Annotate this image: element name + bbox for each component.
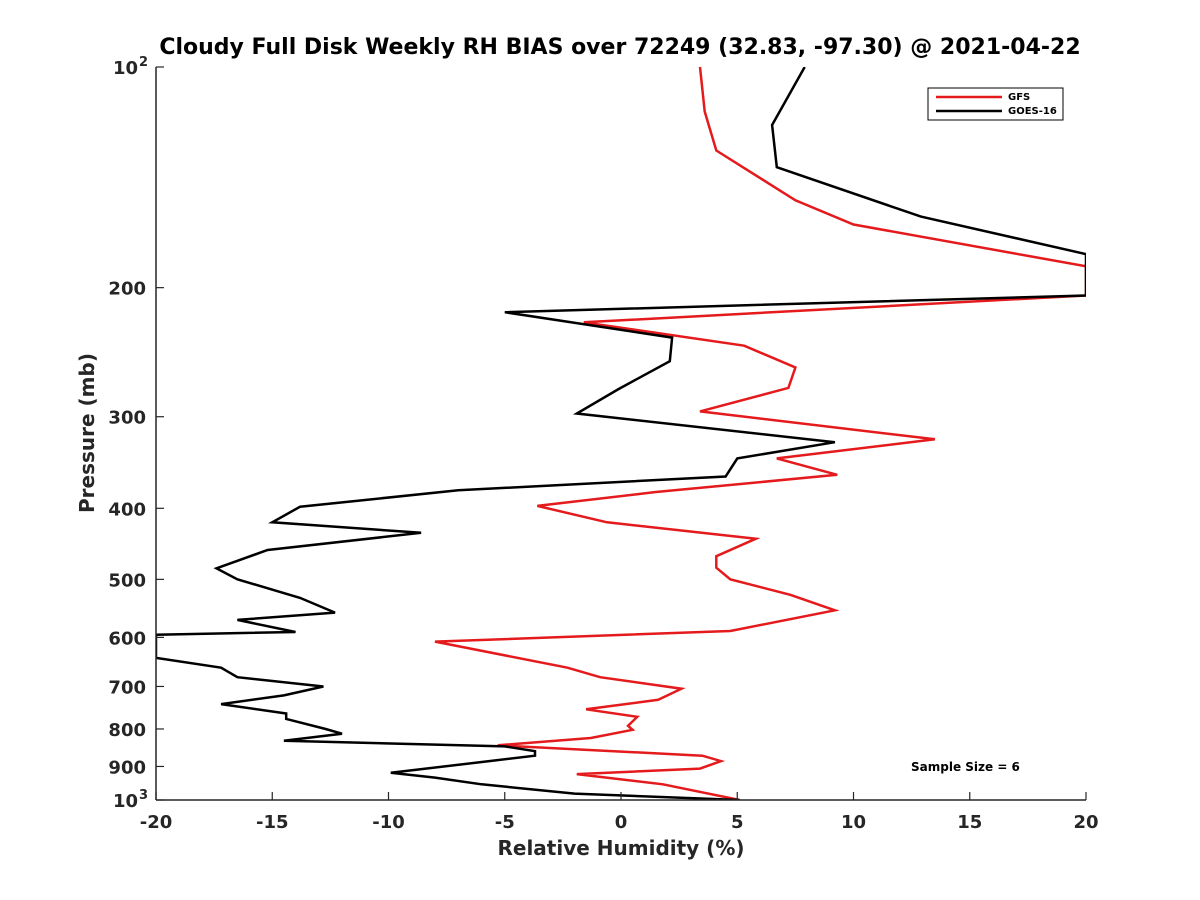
series-line-gfs — [434, 67, 1086, 800]
chart-title: Cloudy Full Disk Weekly RH BIAS over 722… — [159, 35, 1080, 60]
sample-size-annotation: Sample Size = 6 — [911, 760, 1020, 774]
plot-area: -20 -15 -10 -5 0 5 10 15 20 10 220030040050060070… — [108, 55, 1098, 833]
y-tick-label: 900 — [108, 757, 146, 778]
x-ticks: -20 -15 -10 -5 0 5 10 15 20 — [140, 792, 1099, 833]
x-tick-label: -20 — [140, 812, 173, 833]
y-tick-label: 400 — [108, 499, 146, 520]
x-tick-label: -5 — [495, 812, 515, 833]
y-tick-label: 10 — [113, 58, 138, 79]
y-tick-label: 500 — [108, 570, 146, 591]
legend: GFS GOES-16 — [927, 87, 1064, 121]
y-tick-label: 800 — [108, 720, 146, 741]
plot-frame — [156, 67, 1086, 800]
y-axis-label: Pressure (mb) — [75, 353, 99, 513]
y-tick-label: 200 — [108, 279, 146, 300]
x-tick-label: 20 — [1073, 812, 1098, 833]
x-tick-label: -15 — [256, 812, 289, 833]
x-tick-label: 10 — [841, 812, 866, 833]
y-tick-label: 10 — [113, 791, 138, 812]
y-tick-label: 300 — [108, 408, 146, 429]
legend-label-gfs: GFS — [1008, 92, 1030, 103]
x-tick-label: 0 — [615, 812, 628, 833]
y-tick-exponent: 3 — [139, 788, 148, 803]
y-tick-exponent: 2 — [139, 55, 148, 70]
x-tick-label: -10 — [372, 812, 405, 833]
x-tick-label: 15 — [957, 812, 982, 833]
series-line-goes16 — [156, 67, 1086, 800]
series-layer — [156, 67, 1086, 800]
legend-label-goes16: GOES-16 — [1008, 106, 1057, 117]
legend-box — [927, 87, 1064, 121]
x-tick-label: 5 — [731, 812, 744, 833]
y-tick-label: 600 — [108, 628, 146, 649]
x-axis-label: Relative Humidity (%) — [497, 836, 744, 860]
y-tick-label: 700 — [108, 677, 146, 698]
